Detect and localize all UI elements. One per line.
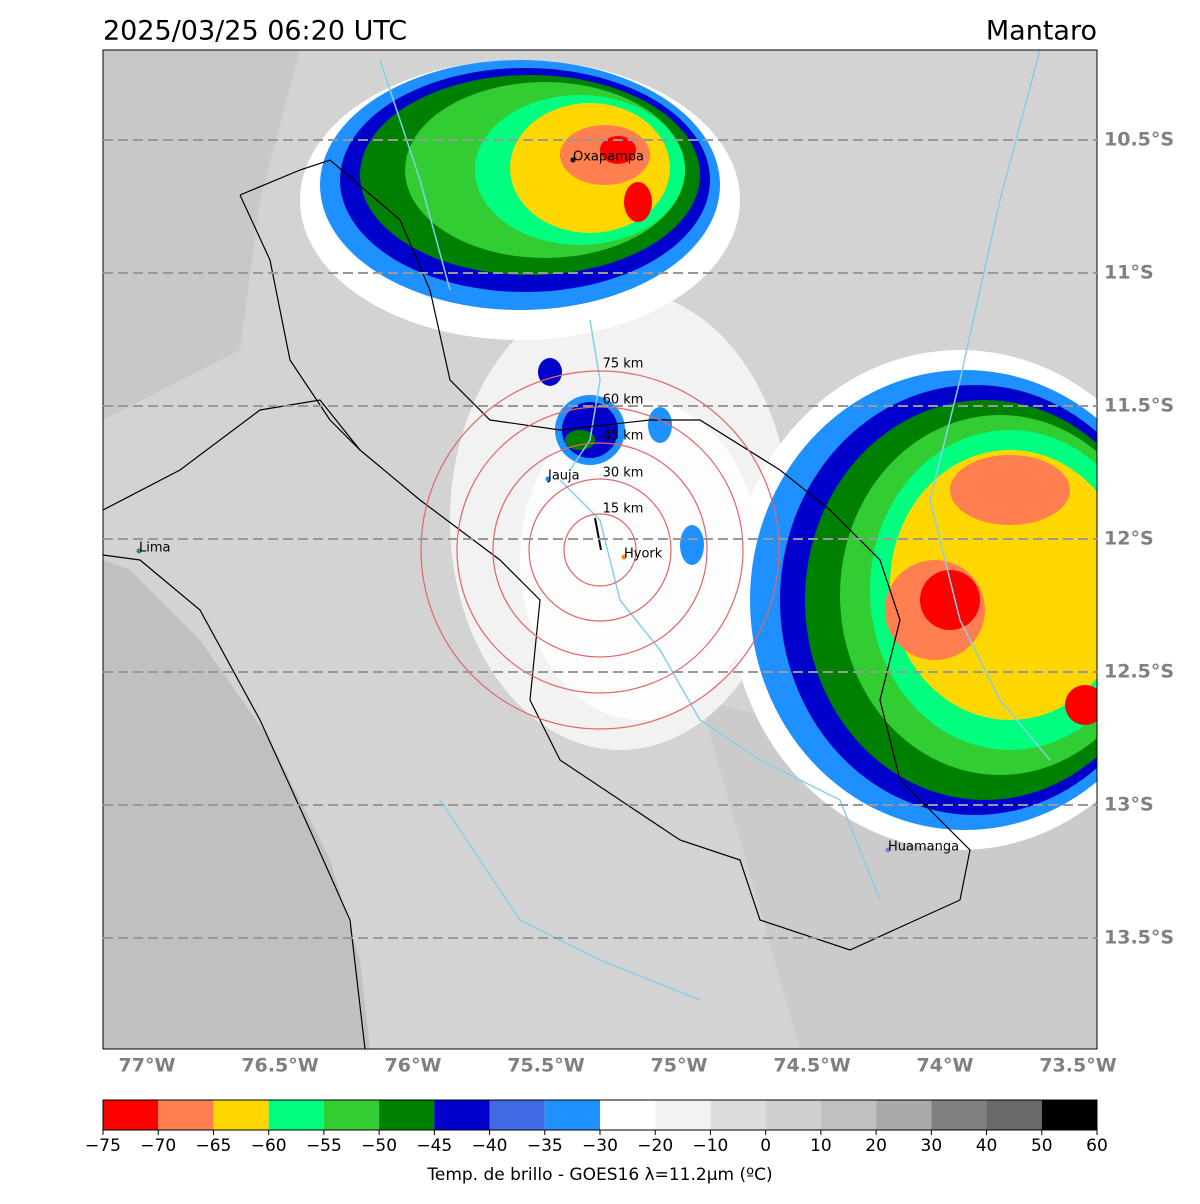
colorbar-tick-label: −50 [361, 1136, 397, 1156]
colorbar-tick-label: −10 [692, 1136, 728, 1156]
ring-label: 45 km [603, 429, 644, 444]
lon-label: 77°W [119, 1055, 176, 1077]
colorbar-segment [600, 1100, 656, 1130]
colorbar-tick-label: −35 [527, 1136, 563, 1156]
ring-label: 60 km [603, 393, 644, 408]
colorbar-segment [655, 1100, 711, 1130]
city-dot [885, 847, 891, 853]
colorbar-segment [268, 1100, 324, 1130]
region: Mantaro [986, 16, 1097, 47]
colorbar-segment [820, 1100, 877, 1130]
colorbar-tick-label: 40 [976, 1136, 998, 1156]
lat-label: 13°S [1104, 794, 1154, 816]
colorbar-tick-label: −70 [140, 1136, 176, 1156]
colorbar-segment [544, 1100, 600, 1130]
colorbar-segment [103, 1100, 159, 1130]
rivers [379, 50, 1051, 1001]
city-dot [545, 476, 551, 482]
boundaries [103, 159, 971, 1049]
storm-east [730, 350, 1097, 850]
colorbar-label: Temp. de brillo - GOES16 λ=11.2μm (ºC) [426, 1165, 772, 1185]
lon-label: 73.5°W [1039, 1055, 1116, 1077]
lon-label: 76°W [385, 1055, 442, 1077]
colorbar-tick-label: −20 [637, 1136, 673, 1156]
colorbar-tick-label: −45 [416, 1136, 452, 1156]
lon-label: 74°W [917, 1055, 974, 1077]
colorbar-segment [379, 1100, 435, 1130]
lat-label: 10.5°S [1104, 129, 1174, 151]
colorbar-tick-label: −60 [251, 1136, 287, 1156]
ring-label: 75 km [603, 357, 644, 372]
lon-label: 74.5°W [773, 1055, 850, 1077]
colorbar-segment [931, 1100, 987, 1130]
city-dot [621, 554, 627, 560]
colorbar-tick-label: −65 [195, 1136, 231, 1156]
lat-label: 12°S [1104, 528, 1154, 550]
ring-label: 15 km [603, 502, 644, 517]
colorbar-segment [1041, 1100, 1097, 1130]
title: 2025/03/25 06:20 UTC [103, 16, 407, 47]
lat-label: 12.5°S [1104, 661, 1174, 683]
colorbar-segment [434, 1100, 490, 1130]
colorbar-tick-label: 20 [865, 1136, 887, 1156]
colorbar-segment [710, 1100, 766, 1130]
city-label: Oxapampa [573, 150, 644, 165]
colorbar-tick-label: 10 [810, 1136, 832, 1156]
colorbar-segment [213, 1100, 269, 1130]
lon-label: 76.5°W [241, 1055, 318, 1077]
colorbar-tick-label: 50 [1031, 1136, 1053, 1156]
city-label: Hyork [624, 547, 663, 562]
lat-label: 11.5°S [1104, 395, 1174, 417]
map-frame [102, 49, 1098, 1050]
colorbar-tick-label: 30 [921, 1136, 943, 1156]
lat-label: 13.5°S [1104, 927, 1174, 949]
city-dot [570, 157, 576, 163]
lon-label: 75.5°W [507, 1055, 584, 1077]
colorbar-tick-label: −55 [306, 1136, 342, 1156]
colorbar-segment [986, 1100, 1042, 1130]
ring-label: 30 km [603, 466, 644, 481]
radar-beam [594, 517, 602, 551]
city-label: Jauja [547, 469, 580, 484]
colorbar-segment [158, 1100, 214, 1130]
colorbar-segment [765, 1100, 821, 1130]
lon-label: 75°W [651, 1055, 708, 1077]
colorbar-tick-label: −30 [582, 1136, 618, 1156]
city-label: Lima [139, 541, 170, 556]
colorbar-segment [323, 1100, 380, 1130]
colorbar-tick-label: 60 [1086, 1136, 1108, 1156]
colorbar-tick-label: 0 [760, 1136, 771, 1156]
city-dot [136, 548, 142, 554]
map [103, 50, 1097, 1049]
colorbar-segment [876, 1100, 932, 1130]
storm-north [300, 60, 740, 340]
lat-label: 11°S [1104, 262, 1154, 284]
colorbar-tick-label: −75 [85, 1136, 121, 1156]
colorbar-tick-label: −40 [472, 1136, 508, 1156]
colorbar-segment [489, 1100, 545, 1130]
city-label: Huamanga [888, 840, 959, 855]
